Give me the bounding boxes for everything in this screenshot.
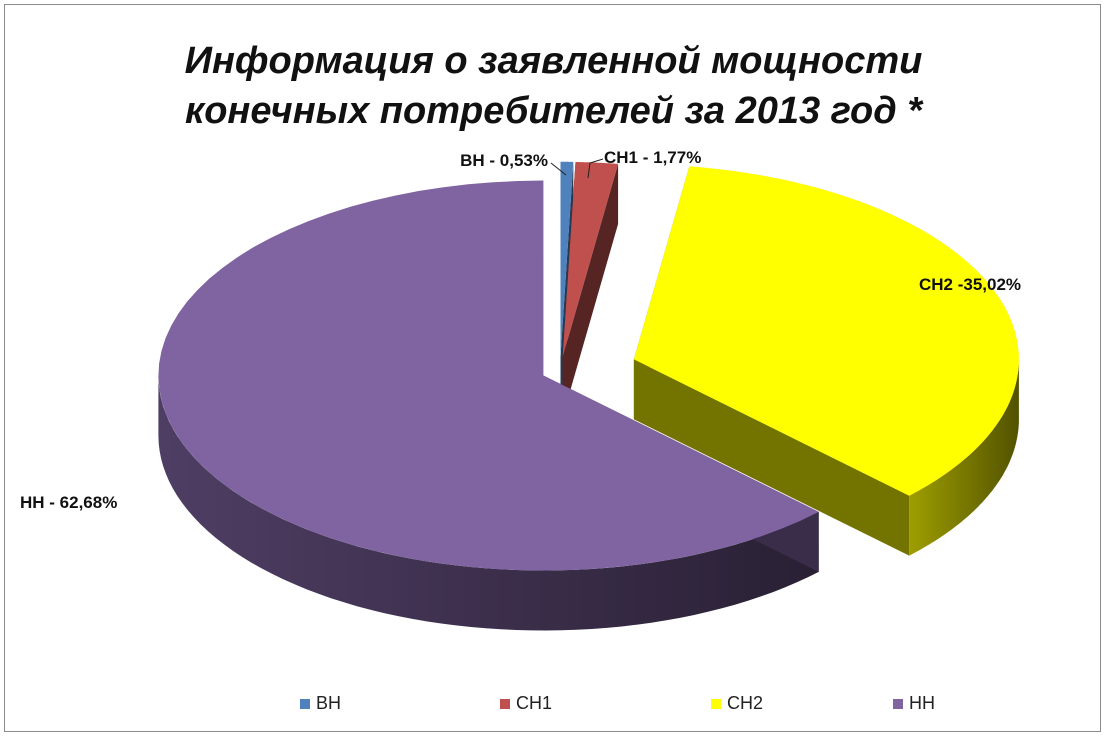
legend-item-sn1[interactable]: СН1: [500, 693, 552, 714]
slice-top-nn[interactable]: [158, 180, 819, 571]
legend-swatch-sn2: [711, 698, 721, 709]
leader-lines: [550, 158, 604, 179]
legend-swatch-vn: [300, 698, 310, 709]
pie-tops: [158, 161, 1019, 571]
legend-item-sn2[interactable]: СН2: [711, 693, 763, 714]
leader-line-vn: [550, 162, 567, 176]
legend-swatch-nn: [893, 698, 903, 709]
chart-title-line-1: Информация о заявленной мощности: [184, 40, 923, 82]
legend-label-sn1: СН1: [516, 693, 553, 713]
legend-label-vn: ВН: [316, 693, 342, 713]
slice-side-nn: [158, 375, 819, 631]
data-label-sn2: СН2 -35,02%: [919, 275, 1021, 294]
legend-label-sn2: СН2: [727, 693, 764, 713]
chart-title: Информация о заявленной мощности конечны…: [0, 36, 1107, 136]
slice-top-sn1[interactable]: [562, 162, 619, 357]
slice-wall-sn2-1: [633, 359, 910, 556]
chart-title-line-2: конечных потребителей за 2013 год *: [184, 90, 923, 132]
slice-side-sn2: [909, 359, 1019, 556]
legend: ВН СН1 СН2 НН: [0, 693, 1107, 723]
legend-label-nn: НН: [909, 693, 935, 713]
slice-wall-sn1-1: [562, 163, 619, 417]
legend-item-vn[interactable]: ВН: [300, 693, 341, 714]
data-label-vn: ВН - 0,53%: [460, 151, 548, 170]
data-label-sn1: СН1 - 1,77%: [604, 148, 701, 167]
slice-top-vn[interactable]: [560, 161, 574, 357]
leader-line-sn1: [587, 158, 604, 179]
data-label-nn: НН - 62,68%: [20, 493, 117, 512]
legend-swatch-sn1: [500, 698, 510, 709]
slice-top-sn2[interactable]: [633, 166, 1019, 496]
legend-item-nn[interactable]: НН: [893, 693, 935, 714]
